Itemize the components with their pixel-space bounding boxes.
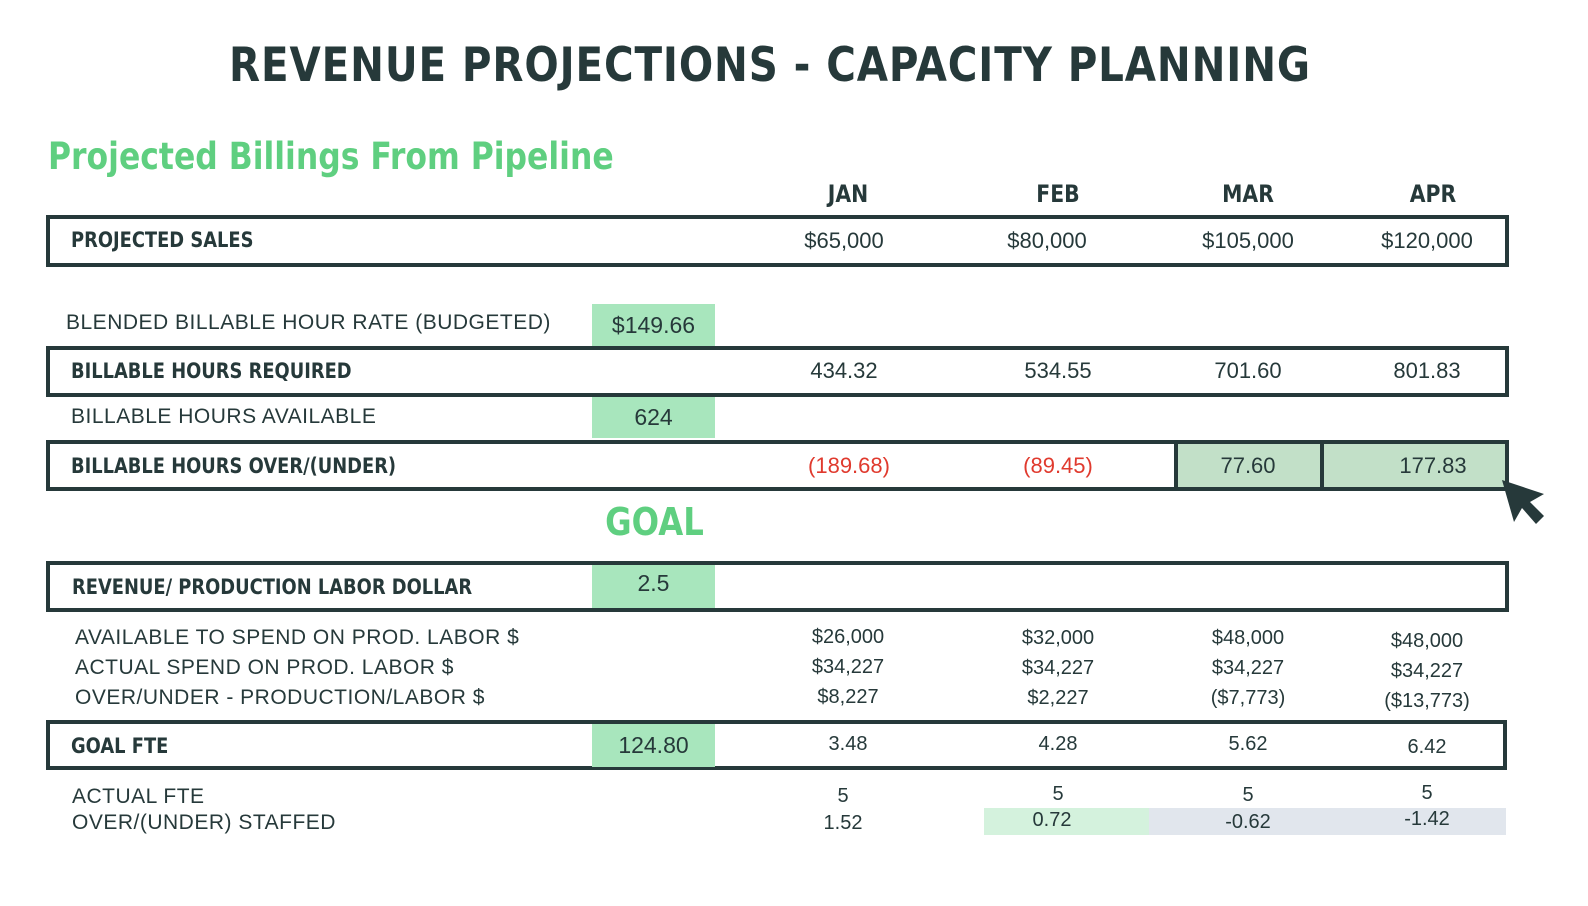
actual-fte-feb: 5	[1052, 783, 1064, 805]
staffed-feb: 0.72	[1032, 809, 1072, 831]
goal-fte-mar: 5.62	[1228, 733, 1268, 755]
goal-fte-jan: 3.48	[828, 733, 868, 755]
spend-over-under-mar: ($7,773)	[1210, 687, 1286, 709]
staffed-negative-fill	[1149, 808, 1506, 835]
revenue-per-labor-row	[46, 561, 1509, 612]
hours-required-apr: 801.83	[1393, 358, 1461, 383]
hours-required-row	[46, 346, 1509, 397]
available-spend-jan: $26,000	[811, 626, 885, 648]
available-spend-feb: $32,000	[1021, 627, 1095, 649]
spend-over-under-jan: $8,227	[817, 686, 879, 708]
hours-required-label: BILLABLE HOURS REQUIRED	[71, 359, 352, 383]
actual-spend-jan: $34,227	[811, 656, 885, 678]
hours-available-value: 624	[592, 397, 715, 438]
blended-rate-label: BLENDED BILLABLE HOUR RATE (BUDGETED)	[66, 311, 551, 334]
projected-sales-row	[46, 215, 1509, 267]
actual-spend-mar: $34,227	[1211, 657, 1285, 679]
staffed-jan: 1.52	[823, 812, 863, 834]
goal-heading: GOAL	[605, 500, 704, 544]
month-header-jan: JAN	[827, 180, 869, 208]
projected-sales-apr: $120,000	[1381, 228, 1473, 253]
hours-over-under-mar-cell	[1178, 444, 1320, 487]
hours-required-jan: 434.32	[810, 358, 878, 383]
hours-over-under-apr-cell	[1324, 444, 1505, 487]
hours-available-label: BILLABLE HOURS AVAILABLE	[71, 405, 377, 428]
hours-over-under-feb: (89.45)	[1023, 453, 1093, 478]
revenue-per-labor-value: 2.5	[592, 565, 715, 608]
month-header-mar: MAR	[1222, 180, 1274, 208]
hours-over-under-mar: 77.60	[1220, 453, 1276, 478]
page-title: REVENUE PROJECTIONS - CAPACITY PLANNING	[229, 38, 1311, 93]
spend-over-under-apr: ($13,773)	[1384, 690, 1470, 712]
projected-sales-feb: $80,000	[1007, 228, 1087, 253]
goal-fte-feb: 4.28	[1038, 733, 1078, 755]
staffed-feb-fill	[984, 808, 1149, 835]
actual-spend-apr: $34,227	[1390, 660, 1464, 682]
actual-fte-mar: 5	[1242, 784, 1254, 806]
hours-required-feb: 534.55	[1024, 358, 1092, 383]
staffed-label: OVER/(UNDER) STAFFED	[72, 811, 336, 834]
staffed-apr: -1.42	[1404, 808, 1450, 830]
hours-over-under-jan: (189.68)	[808, 453, 890, 478]
month-header-apr: APR	[1409, 180, 1457, 208]
mouse-pointer-icon	[1502, 480, 1544, 524]
goal-fte-value: 124.80	[592, 724, 715, 767]
revenue-per-labor-label: REVENUE/ PRODUCTION LABOR DOLLAR	[72, 575, 473, 599]
cell-divider	[1320, 444, 1324, 487]
staffed-mar: -0.62	[1225, 811, 1271, 833]
blended-rate-value: $149.66	[592, 304, 715, 346]
actual-spend-label: ACTUAL SPEND ON PROD. LABOR $	[75, 656, 454, 679]
actual-fte-label: ACTUAL FTE	[72, 785, 205, 808]
actual-fte-jan: 5	[837, 785, 849, 807]
goal-fte-label: GOAL FTE	[71, 734, 169, 758]
spend-over-under-feb: $2,227	[1027, 687, 1089, 709]
cell-divider	[1174, 444, 1178, 487]
hours-over-under-row	[46, 440, 1509, 491]
available-spend-mar: $48,000	[1211, 627, 1285, 649]
hours-over-under-label: BILLABLE HOURS OVER/(UNDER)	[71, 454, 397, 478]
section-subtitle: Projected Billings From Pipeline	[48, 135, 614, 178]
goal-fte-row	[46, 720, 1507, 770]
available-spend-apr: $48,000	[1390, 630, 1464, 652]
goal-fte-apr: 6.42	[1407, 736, 1447, 758]
projected-sales-jan: $65,000	[804, 228, 884, 253]
available-spend-label: AVAILABLE TO SPEND ON PROD. LABOR $	[75, 626, 520, 649]
hours-over-under-apr: 177.83	[1399, 453, 1467, 478]
projected-sales-mar: $105,000	[1202, 228, 1294, 253]
month-header-feb: FEB	[1036, 180, 1080, 208]
projected-sales-label: PROJECTED SALES	[71, 228, 254, 252]
hours-required-mar: 701.60	[1214, 358, 1282, 383]
spend-over-under-label: OVER/UNDER - PRODUCTION/LABOR $	[75, 686, 485, 709]
actual-fte-apr: 5	[1421, 782, 1433, 804]
actual-spend-feb: $34,227	[1021, 657, 1095, 679]
